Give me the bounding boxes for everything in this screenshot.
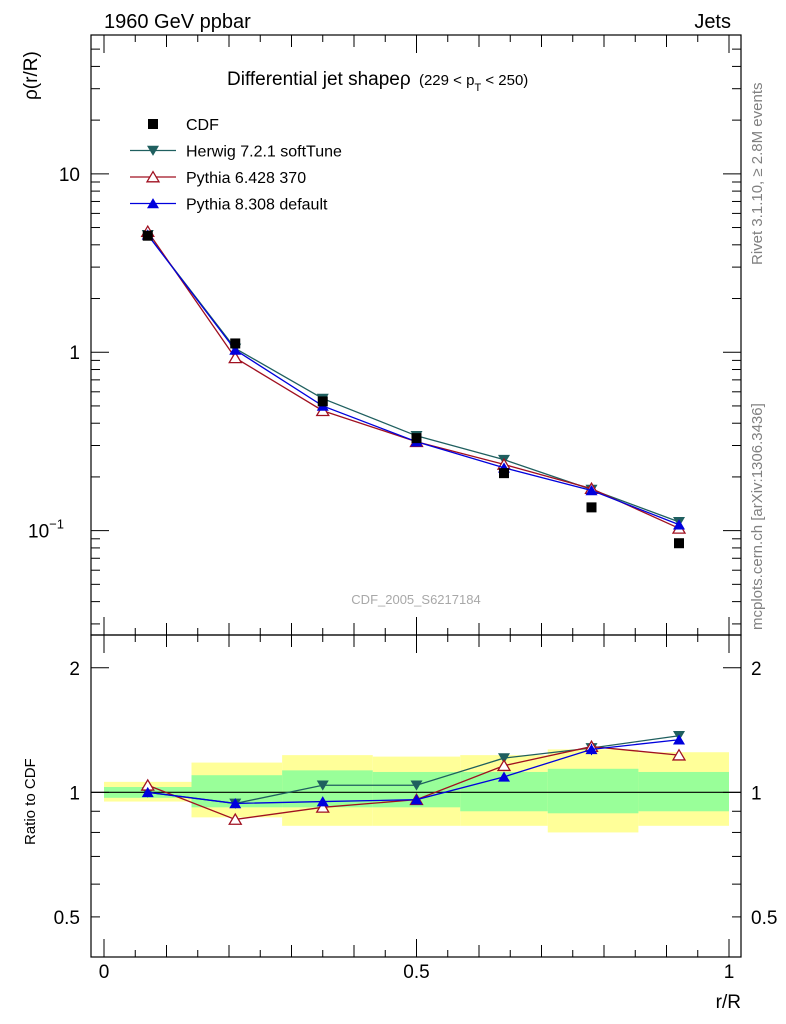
legend-label: Pythia 8.308 default	[186, 197, 328, 214]
legend-marker	[148, 119, 158, 129]
ratio-y-tick-label: 2	[69, 659, 80, 680]
rivet-label: Rivet 3.1.10, ≥ 2.8M events	[749, 83, 766, 266]
data-point	[317, 396, 328, 407]
ratio-point	[498, 771, 510, 782]
legend-marker	[145, 170, 161, 183]
header-process: 1960 GeV ppbar	[104, 11, 251, 33]
legend-entry: Herwig 7.2.1 softTune	[130, 144, 342, 161]
ratio-point	[316, 796, 329, 807]
ratio-point	[410, 794, 423, 805]
ratio-series-group	[140, 730, 687, 825]
ratio-y-tick-label: 0.5	[54, 908, 80, 929]
band-inner	[638, 771, 729, 812]
data-point	[499, 468, 509, 479]
legend-entry: Pythia 8.308 default	[130, 197, 328, 214]
ratio-y-tick-label-right: 0.5	[751, 908, 777, 929]
ratio-y-tick-label: 1	[69, 783, 80, 804]
mcplots-label: mcplots.cern.ch [arXiv:1306.3436]	[749, 403, 766, 630]
x-tick-label: 1	[724, 962, 735, 983]
ratio-point	[585, 743, 598, 755]
ratio-y-axis-label: Ratio to CDF	[22, 758, 39, 845]
series-1	[141, 230, 685, 528]
ratio-point	[228, 812, 243, 825]
ratio-y-tick-label-right: 1	[751, 783, 762, 804]
x-axis-label: r/R	[716, 992, 741, 1013]
series-point	[585, 485, 598, 496]
main-axis-ticks	[91, 34, 741, 635]
series-3	[141, 229, 685, 530]
series-line	[147, 234, 680, 523]
legend-label: Herwig 7.2.1 softTune	[186, 144, 342, 161]
legend-entry: Pythia 6.428 370	[130, 170, 306, 187]
ratio-y-tick-label-right: 2	[751, 659, 762, 680]
data-point	[411, 433, 422, 444]
ratio-plot-panel: 2 2 1 1 0.5 0.5 Ratio to CDF	[22, 634, 778, 958]
chart-title: Differential jet shapeρ (229 < pT < 250)	[227, 69, 528, 94]
ratio-uncertainty-bands	[91, 749, 741, 833]
data-point	[142, 230, 153, 241]
legend: CDF Herwig 7.2.1 softTune Pythia 6.428 370…	[130, 117, 342, 214]
y-tick-label: 10−1	[28, 517, 64, 543]
series-point	[229, 344, 242, 355]
ratio-tick-labels: 2 2 1 1 0.5 0.5	[54, 659, 778, 929]
series-point	[228, 351, 243, 364]
y-tick-label: 10	[59, 165, 80, 186]
analysis-watermark: CDF_2005_S6217184	[351, 592, 480, 607]
ratio-point	[141, 786, 154, 798]
ratio-point	[496, 758, 512, 772]
series-2	[140, 224, 687, 534]
ratio-series-3	[141, 734, 685, 809]
data-cdf	[142, 230, 684, 549]
series-line	[147, 234, 680, 526]
x-tick-label: 0.5	[403, 962, 429, 983]
legend-marker	[147, 145, 159, 156]
band-inner	[547, 768, 639, 814]
ratio-point	[498, 753, 510, 764]
main-series-group	[140, 224, 687, 549]
y-axis-label: ρ(r/R)	[21, 51, 42, 100]
ratio-point	[229, 798, 242, 809]
x-tick-labels: 0 0.5 1	[99, 962, 735, 983]
ratio-point	[410, 780, 423, 791]
ratio-point	[316, 780, 329, 791]
ratio-point	[315, 800, 330, 813]
x-tick-label: 0	[99, 962, 110, 983]
legend-label: Pythia 6.428 370	[186, 170, 306, 187]
ratio-point	[671, 748, 687, 761]
data-point	[674, 538, 684, 549]
legend-entry: CDF	[148, 117, 219, 134]
legend-label: CDF	[186, 117, 219, 134]
data-point	[586, 502, 597, 513]
data-point	[230, 338, 241, 349]
ratio-axis-ticks	[91, 635, 741, 958]
series-point	[673, 519, 685, 530]
y-tick-label-base: 10	[28, 522, 49, 543]
ratio-point	[673, 734, 685, 745]
series-line	[147, 231, 680, 529]
legend-marker	[147, 198, 159, 209]
y-tick-label: 1	[69, 343, 80, 364]
header-category: Jets	[694, 11, 731, 33]
y-tick-label-exponent: −1	[49, 517, 64, 532]
